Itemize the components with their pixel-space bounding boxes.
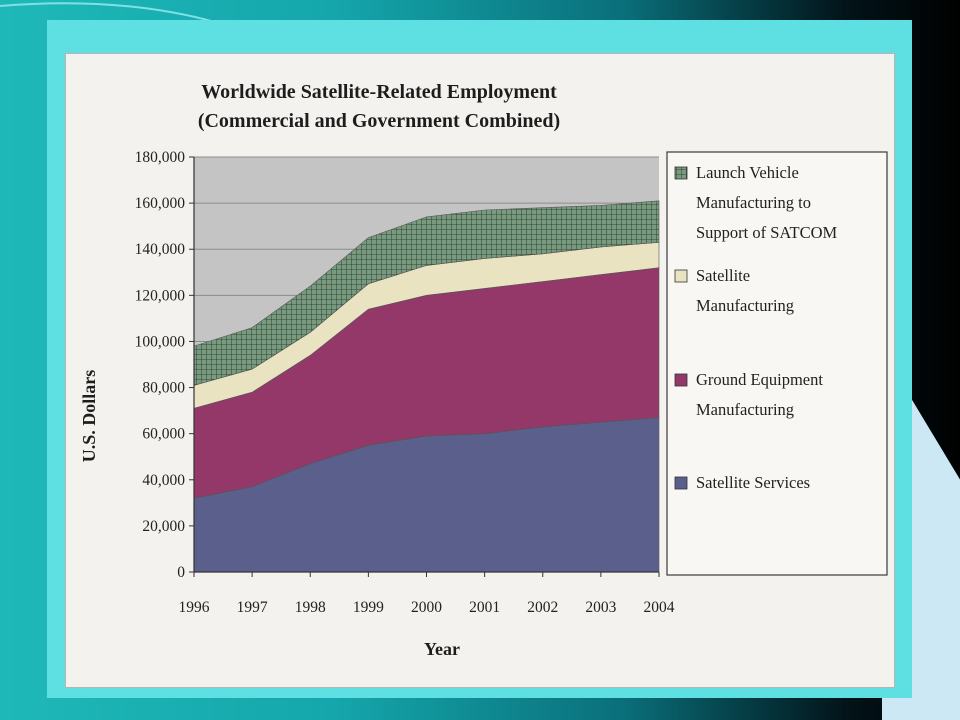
chart-subtitle: (Commercial and Government Combined) (198, 110, 560, 132)
chart-panel: Worldwide Satellite-Related Employment (… (65, 53, 895, 688)
x-tick-label: 1998 (295, 599, 326, 616)
y-tick-label: 100,000 (135, 333, 186, 350)
x-tick-label: 2002 (527, 599, 558, 616)
y-tick-label: 40,000 (142, 472, 185, 489)
y-tick-label: 120,000 (135, 287, 186, 304)
x-tick-label: 2003 (585, 599, 616, 616)
y-axis-title: U.S. Dollars (79, 370, 99, 463)
chart-title: Worldwide Satellite-Related Employment (201, 81, 557, 103)
legend-label: Manufacturing (696, 400, 794, 419)
legend-swatch (674, 476, 688, 490)
chart: Worldwide Satellite-Related Employment (… (79, 81, 888, 659)
legend-label: Manufacturing (696, 296, 794, 315)
y-tick-label: 180,000 (135, 149, 186, 166)
chart-frame: Worldwide Satellite-Related Employment (… (47, 20, 912, 698)
legend-swatch (674, 166, 688, 180)
legend-label: Manufacturing to (696, 193, 811, 212)
legend-label: Launch Vehicle (696, 163, 799, 182)
x-tick-label: 1999 (353, 599, 384, 616)
legend-swatch (674, 373, 688, 387)
legend (666, 151, 888, 576)
x-tick-label: 2000 (411, 599, 442, 616)
y-tick-label: 60,000 (142, 426, 185, 443)
area-series-4 (193, 200, 660, 386)
y-tick-label: 80,000 (142, 380, 185, 397)
y-tick-label: 0 (177, 564, 185, 581)
legend-swatch (674, 269, 688, 283)
x-tick-label: 1996 (179, 599, 210, 616)
legend-label: Support of SATCOM (696, 223, 838, 242)
x-tick-label: 2001 (469, 599, 500, 616)
legend-label: Ground Equipment (696, 370, 823, 389)
legend-label: Satellite (696, 266, 750, 285)
y-tick-label: 160,000 (135, 195, 186, 212)
y-tick-label: 140,000 (135, 241, 186, 258)
x-axis-title: Year (424, 639, 460, 659)
y-tick-label: 20,000 (142, 518, 185, 535)
x-tick-label: 2004 (644, 599, 675, 616)
x-tick-label: 1997 (237, 599, 268, 616)
legend-label: Satellite Services (696, 473, 810, 492)
